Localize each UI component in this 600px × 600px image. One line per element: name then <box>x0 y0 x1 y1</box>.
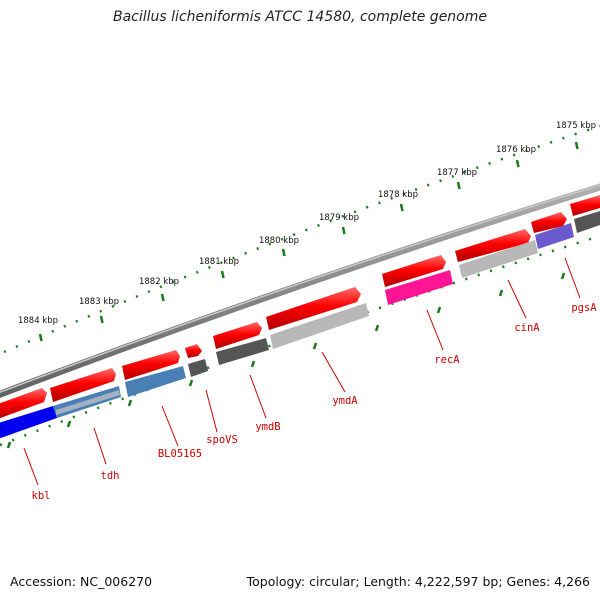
gene-label-tdh: tdh <box>101 470 120 482</box>
ruler-tick-label: 1883 kbp <box>79 297 119 307</box>
ruler-tick <box>38 333 43 342</box>
gene-label-bl05165: BL05165 <box>158 448 202 460</box>
gene-feature-kbl <box>0 406 57 439</box>
gene-label-reca: recA <box>434 354 460 366</box>
accession-text: Accession: NC_006270 <box>10 574 153 589</box>
cds-feature <box>122 350 180 380</box>
gene-label-cina: cinA <box>514 322 540 334</box>
ruler-tick-label: 1882 kbp <box>139 277 179 287</box>
gene-feature-ymda <box>270 303 369 349</box>
gene-feature-bl05165 <box>125 366 186 397</box>
gene-labels: kbl tdh BL05165 spoVS ymdB ymdA recA cin… <box>32 302 598 502</box>
gene-feature-spovs <box>188 359 208 377</box>
cds-feature <box>185 344 202 358</box>
gene-feature-pgsa <box>535 223 574 249</box>
ruler-tick <box>160 293 165 302</box>
genome-backbone <box>0 183 600 398</box>
ruler-labels: 1875 kbp 1876 kbp 1877 kbp 1878 kbp 1879 kbp… <box>18 121 596 326</box>
ruler-tick-label: 1877 kbp <box>437 168 477 178</box>
ruler-tick-label: 1881 kbp <box>199 257 239 267</box>
ruler-tick-label: 1884 kbp <box>18 316 58 326</box>
cds-feature <box>382 255 446 287</box>
gene-label-spovs: spoVS <box>206 434 238 446</box>
gene-feature-track <box>0 211 600 439</box>
ruler-tick-label: 1880 kbp <box>259 236 299 246</box>
cds-track <box>0 195 600 419</box>
gene-label-ymdb: ymdB <box>255 421 280 433</box>
ruler-tick-label: 1876 kbp <box>496 145 536 155</box>
cds-feature <box>266 287 361 330</box>
cds-feature <box>531 212 567 233</box>
cds-feature <box>50 368 116 402</box>
gene-label-ymda: ymdA <box>332 395 358 407</box>
gene-feature-reca <box>385 270 453 305</box>
ruler-tick <box>399 203 404 212</box>
gene-feature-ymdb <box>216 338 269 365</box>
ruler-tick <box>341 226 346 235</box>
gene-feature-cina <box>459 240 538 278</box>
gene-label-connectors <box>23 257 581 486</box>
cds-feature <box>570 195 600 216</box>
ruler-tick-label: 1878 kbp <box>378 190 418 200</box>
ruler-tick <box>281 248 286 257</box>
gene-label-pgsa: pgsA <box>571 302 597 314</box>
ruler-tick <box>99 315 104 324</box>
ruler-inner-dots <box>0 234 600 447</box>
ruler-tick <box>456 181 461 190</box>
cds-feature <box>455 229 531 262</box>
cds-feature <box>213 322 262 349</box>
ruler-ticks <box>38 141 579 342</box>
map-title: Bacillus licheniformis ATCC 14580, compl… <box>113 9 487 25</box>
ruler-tick <box>574 141 579 150</box>
ruler-tick-label: 1875 kbp <box>556 121 596 131</box>
ruler-tick-label: 1879 kbp <box>319 213 359 223</box>
gene-label-kbl: kbl <box>32 490 51 502</box>
gene-feature <box>574 211 600 233</box>
ruler-tick <box>515 159 520 168</box>
ruler-tick <box>220 270 225 279</box>
genome-summary-text: Topology: circular; Length: 4,222,597 bp… <box>246 574 590 589</box>
inner-ruler-ticks <box>6 272 566 449</box>
cds-feature <box>0 388 47 419</box>
